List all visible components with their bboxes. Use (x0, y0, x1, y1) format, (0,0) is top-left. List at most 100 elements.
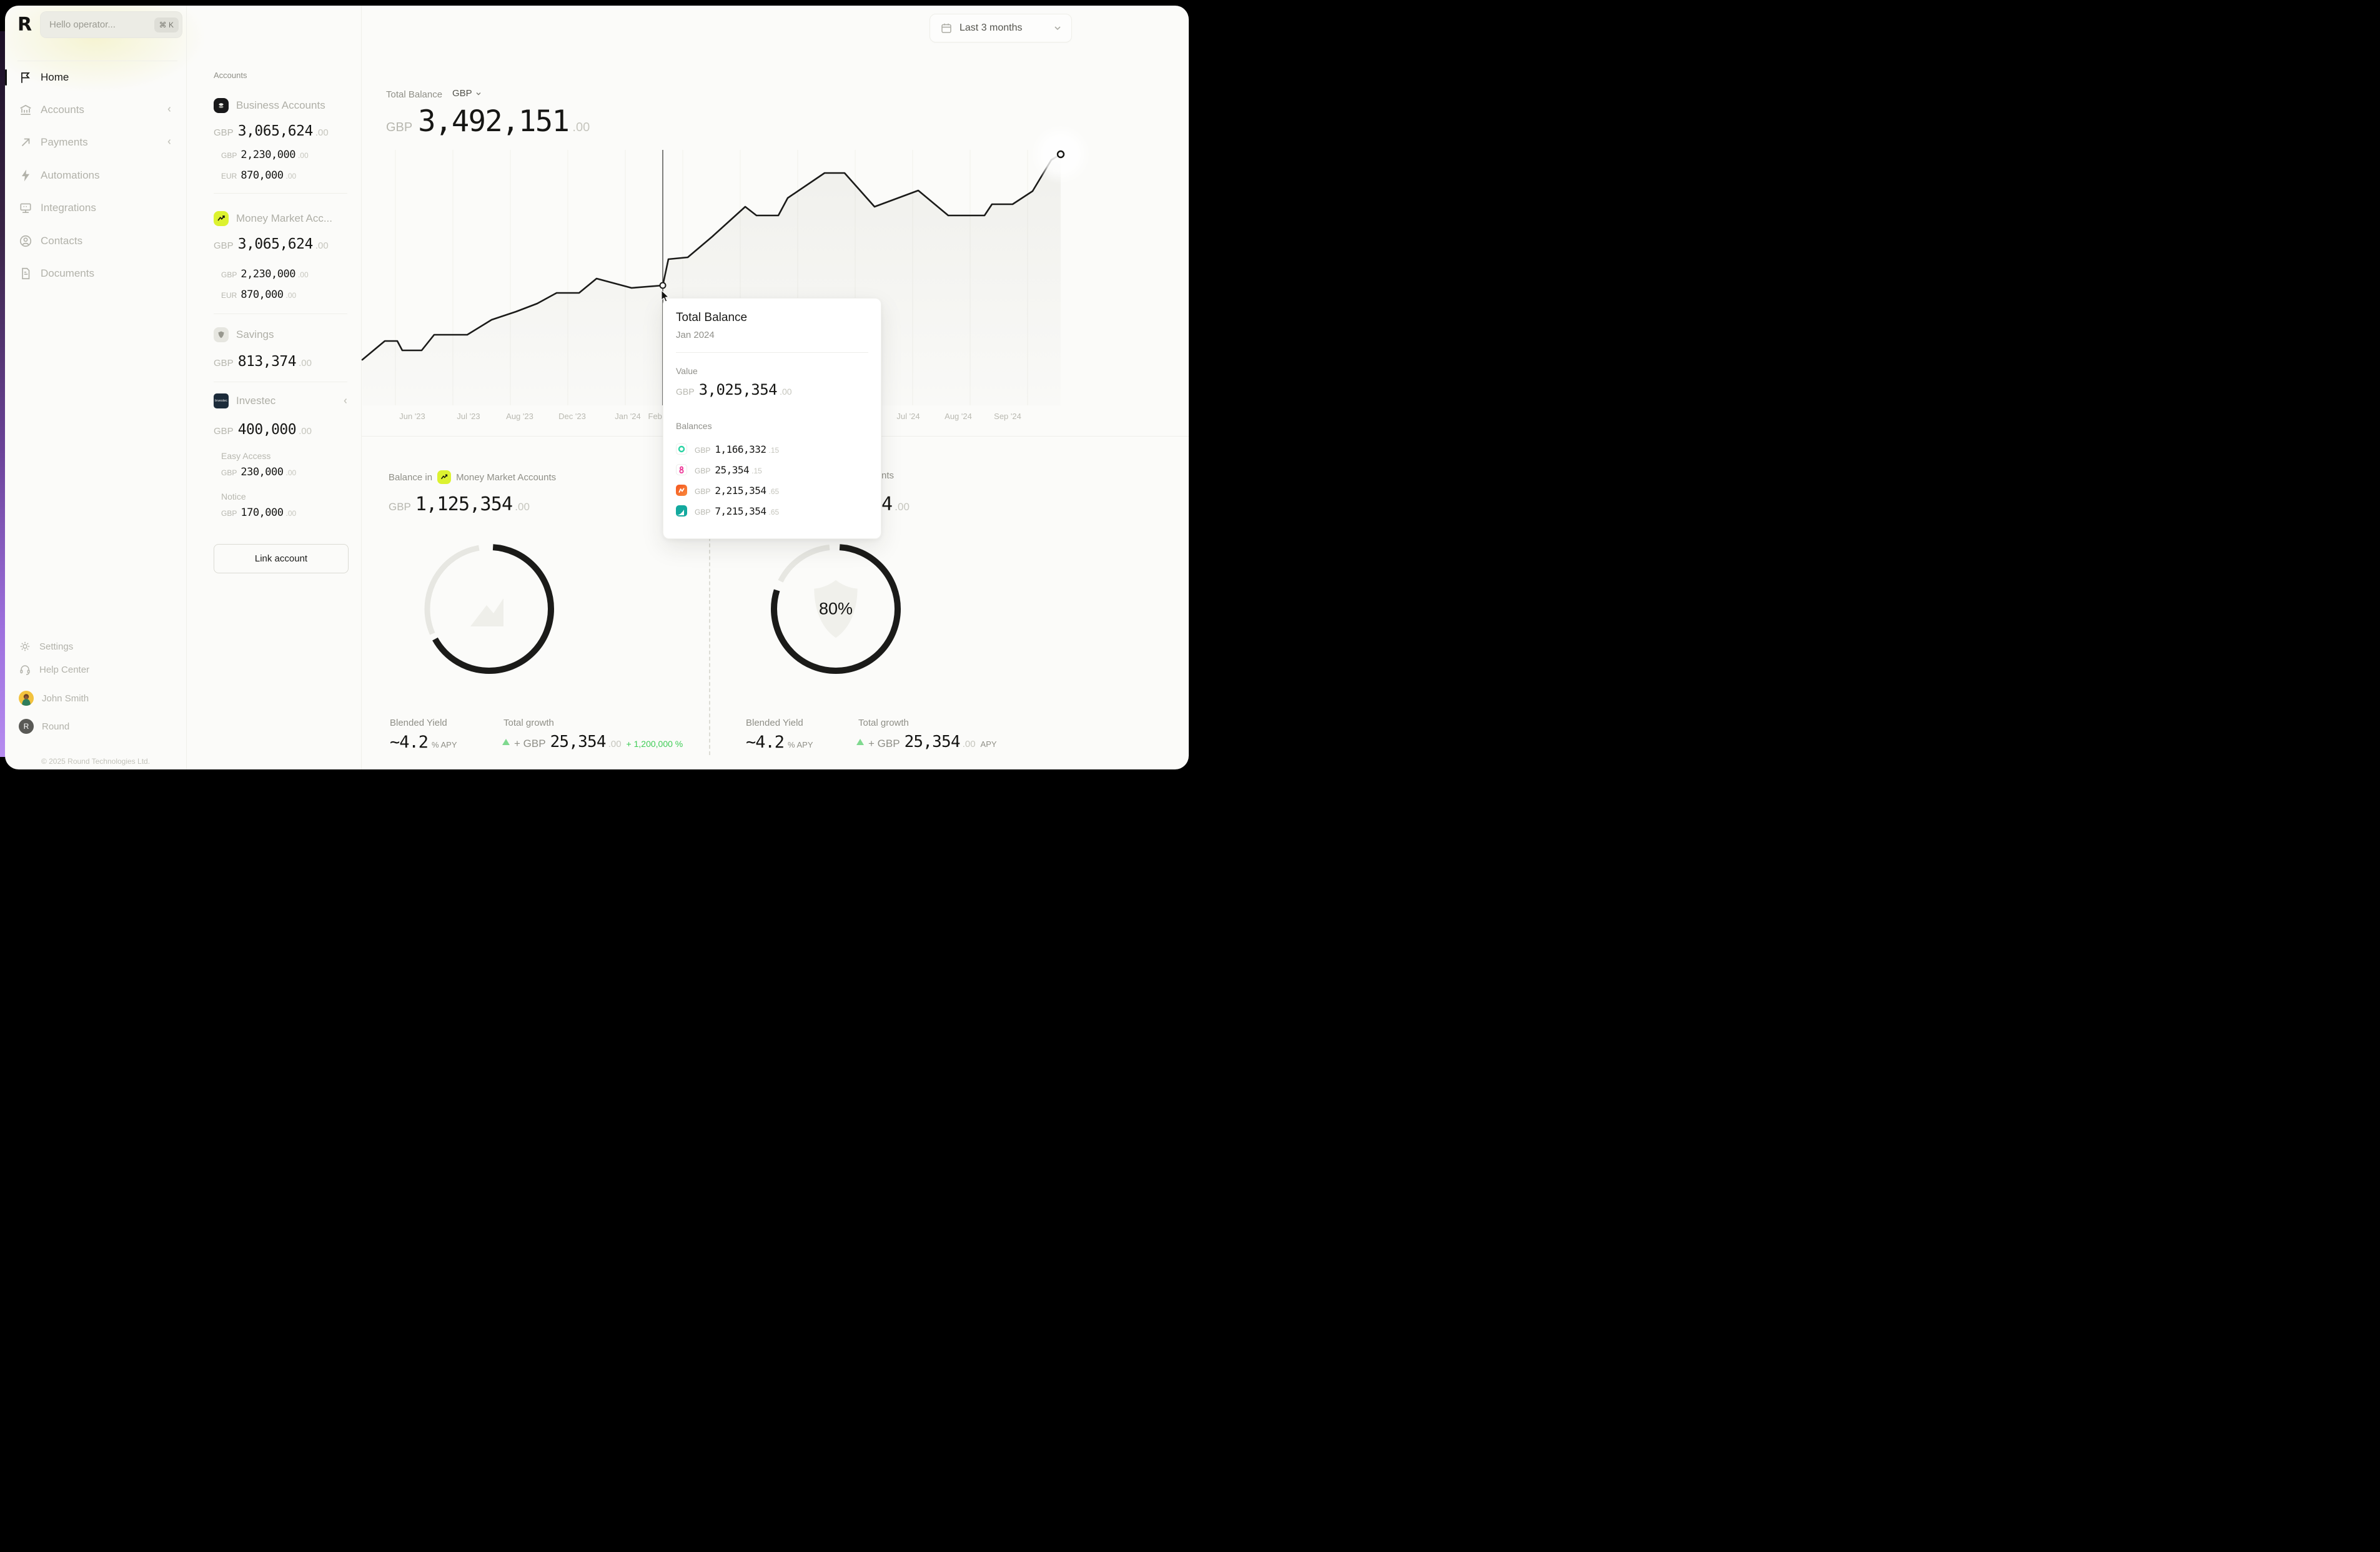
total-growth-value: + GBP 25,354 .00 APY (856, 733, 997, 751)
tooltip-balance-row: GBP 2,215,354 .65 (676, 483, 779, 497)
chevron-left-icon[interactable] (341, 397, 350, 405)
blended-yield-value: ~4.2 % APY (746, 733, 813, 752)
decimals: .15 (751, 466, 762, 475)
account-group-name: Investec (236, 395, 276, 407)
sidebar-item-label: Documents (41, 267, 94, 279)
search-input[interactable]: Hello operator... ⌘ K (40, 11, 182, 38)
account-group-savings[interactable]: Savings (214, 327, 274, 342)
sidebar-item-contacts[interactable]: Contacts (5, 230, 186, 252)
sub-balance: GBP 2,230,000 .00 (221, 268, 309, 280)
x-axis-label: Jul '23 (457, 412, 480, 421)
search-placeholder: Hello operator... (49, 19, 116, 30)
hover-point-marker (659, 282, 667, 289)
growth-decimals: .00 (962, 739, 976, 749)
growth-prefix: + GBP (868, 738, 900, 749)
tooltip-title: Total Balance (676, 311, 748, 324)
bank-icon (20, 104, 31, 115)
sidebar-item-label: Home (41, 71, 69, 83)
sidebar: R Hello operator... ⌘ K Home Accounts (5, 6, 187, 769)
sidebar-item-payments[interactable]: Payments (5, 131, 186, 154)
amount: 7,215,354 (715, 505, 766, 517)
growth-amount: 25,354 (550, 733, 607, 751)
account-group-money-market[interactable]: Money Market Acc... (214, 211, 332, 226)
decimals: .00 (315, 127, 329, 138)
sidebar-item-org[interactable]: R Round (5, 716, 186, 736)
x-axis-label: Jul '24 (896, 412, 920, 421)
total-growth-value: + GBP 25,354 .00 + 1,200,000 % (502, 733, 683, 751)
amount: 3,025,354 (698, 381, 778, 398)
divider (214, 193, 347, 194)
amount: 3,065,624 (237, 123, 314, 139)
sidebar-item-integrations[interactable]: Integrations (5, 197, 186, 219)
decimals: .00 (299, 426, 312, 437)
amount: 25,354 (715, 463, 750, 476)
account-group-name: Money Market Acc... (236, 212, 332, 224)
currency-code: GBP (214, 240, 234, 251)
account-balance: GBP 3,065,624 .00 (214, 236, 329, 252)
triangle-up-icon (502, 739, 510, 745)
org-badge: R (19, 719, 34, 734)
trend-up-badge-icon (437, 470, 452, 484)
x-axis-label: Jun '23 (399, 412, 425, 421)
sidebar-item-settings[interactable]: Settings (5, 636, 186, 656)
sub-balance: GBP 2,230,000 .00 (221, 149, 309, 161)
account-group-business[interactable]: Business Accounts (214, 98, 325, 113)
date-range-dropdown[interactable]: Last 3 months (930, 14, 1072, 42)
sidebar-item-label: Accounts (41, 104, 84, 116)
sub-balance: GBP 170,000 .00 (221, 507, 296, 519)
blended-yield-label: Blended Yield (390, 718, 447, 728)
decimals: .15 (768, 445, 780, 455)
gauge-percentage: 80% (818, 599, 853, 618)
sub-balance: GBP 230,000 .00 (221, 466, 296, 478)
balance-line (361, 153, 1062, 361)
sidebar-item-documents[interactable]: Documents (5, 262, 186, 285)
link-account-button[interactable]: Link account (214, 544, 349, 573)
date-range-label: Last 3 months (959, 22, 1023, 33)
sidebar-item-label: Help Center (39, 664, 90, 675)
balance-value: GBP 25,354 .15 (695, 464, 762, 476)
chevron-left-icon (167, 107, 171, 112)
org-name: Round (42, 721, 70, 732)
tooltip-balance-row: GBP 25,354 .15 (676, 463, 762, 477)
amount: 170,000 (240, 507, 284, 519)
amount: 2,230,000 (240, 149, 295, 161)
yield-number: ~4.2 (390, 733, 429, 752)
currency-code: GBP (214, 127, 234, 138)
growth-prefix: + GBP (514, 738, 546, 749)
protection-donut (771, 544, 901, 674)
decimals: .00 (285, 172, 297, 180)
cursor-icon (661, 290, 670, 302)
sidebar-item-automations[interactable]: Automations (5, 164, 186, 187)
decimals: .65 (768, 507, 780, 517)
chart-title: Total Balance (386, 89, 443, 100)
x-axis-label: Jan '24 (615, 412, 641, 421)
card-header-prefix: Balance in (389, 472, 433, 483)
decimals: .65 (768, 487, 780, 496)
currency-code: EUR (221, 291, 237, 300)
sidebar-item-label: Payments (41, 136, 88, 148)
sidebar-item-home[interactable]: Home (5, 66, 186, 89)
total-growth-label: Total growth (858, 718, 909, 728)
currency-selector[interactable]: GBP (452, 88, 482, 99)
sidebar-item-user[interactable]: John Smith (5, 688, 186, 708)
account-group-investec[interactable]: Investec Investec (214, 393, 275, 408)
accounts-panel: Accounts Business Accounts GBP 3,065,624… (186, 6, 362, 769)
chart-tooltip: Total Balance Jan 2024 Value GBP 3,025,3… (661, 290, 881, 539)
sidebar-item-label: Automations (41, 169, 100, 181)
sidebar-item-accounts[interactable]: Accounts (5, 99, 186, 121)
amount: 1,125,354 (415, 493, 513, 515)
balance-line-chart[interactable] (5, 6, 1189, 769)
card-balance-value: GBP 1,125,354 .00 (389, 493, 530, 515)
amount: 870,000 (240, 169, 284, 182)
currency-code: GBP (221, 151, 237, 160)
sidebar-item-label: Settings (39, 641, 74, 652)
yield-unit: % APY (788, 740, 813, 749)
amount: 4 (881, 493, 893, 515)
donut-value-arc (771, 544, 901, 674)
decimals: .00 (297, 151, 309, 160)
currency-code: GBP (221, 270, 237, 279)
x-axis-label: Dec '23 (558, 412, 586, 421)
bank-logo-pink-8-icon (676, 464, 687, 475)
growth-suffix: APY (980, 739, 997, 749)
sidebar-item-help-center[interactable]: Help Center (5, 660, 186, 680)
